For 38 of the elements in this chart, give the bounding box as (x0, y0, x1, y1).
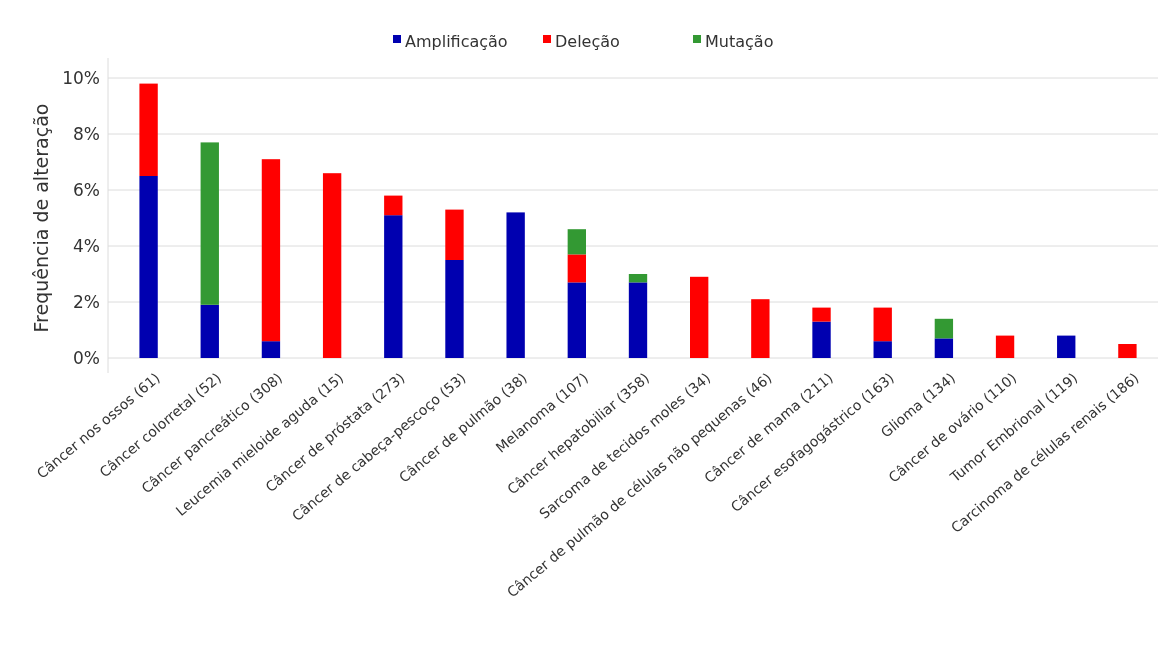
y-tick-label: 10% (62, 67, 100, 88)
bar (751, 299, 770, 358)
bar (873, 307, 892, 342)
bar (384, 215, 403, 358)
bar (812, 321, 831, 358)
bar (261, 159, 281, 342)
bar (567, 229, 586, 255)
bar (1118, 344, 1137, 358)
bar (690, 276, 709, 358)
bar (934, 318, 954, 339)
bar (261, 341, 281, 358)
bar (1057, 335, 1076, 358)
bar (384, 195, 403, 216)
bar (873, 341, 892, 358)
bar (445, 260, 464, 358)
legend-label: Amplificação (405, 31, 508, 51)
y-tick-label: 4% (73, 235, 100, 256)
bar (995, 335, 1015, 358)
bar (139, 176, 158, 358)
bar (567, 254, 586, 283)
y-tick-label: 8% (73, 123, 100, 144)
bar (812, 307, 831, 322)
bar (445, 209, 464, 260)
y-axis-title: Frequência de alteração (30, 103, 52, 333)
y-tick-label: 0% (73, 347, 100, 368)
bar (200, 304, 219, 358)
bar (139, 83, 158, 176)
y-tick-label: 6% (73, 179, 100, 200)
bar (628, 282, 648, 358)
bar (567, 282, 586, 358)
bar (200, 142, 219, 305)
bar (322, 173, 342, 358)
legend-label: Deleção (555, 31, 620, 51)
legend-label: Mutação (705, 31, 774, 51)
bar (628, 274, 648, 283)
bar (506, 212, 525, 358)
bar (934, 338, 954, 358)
y-tick-label: 2% (73, 291, 100, 312)
